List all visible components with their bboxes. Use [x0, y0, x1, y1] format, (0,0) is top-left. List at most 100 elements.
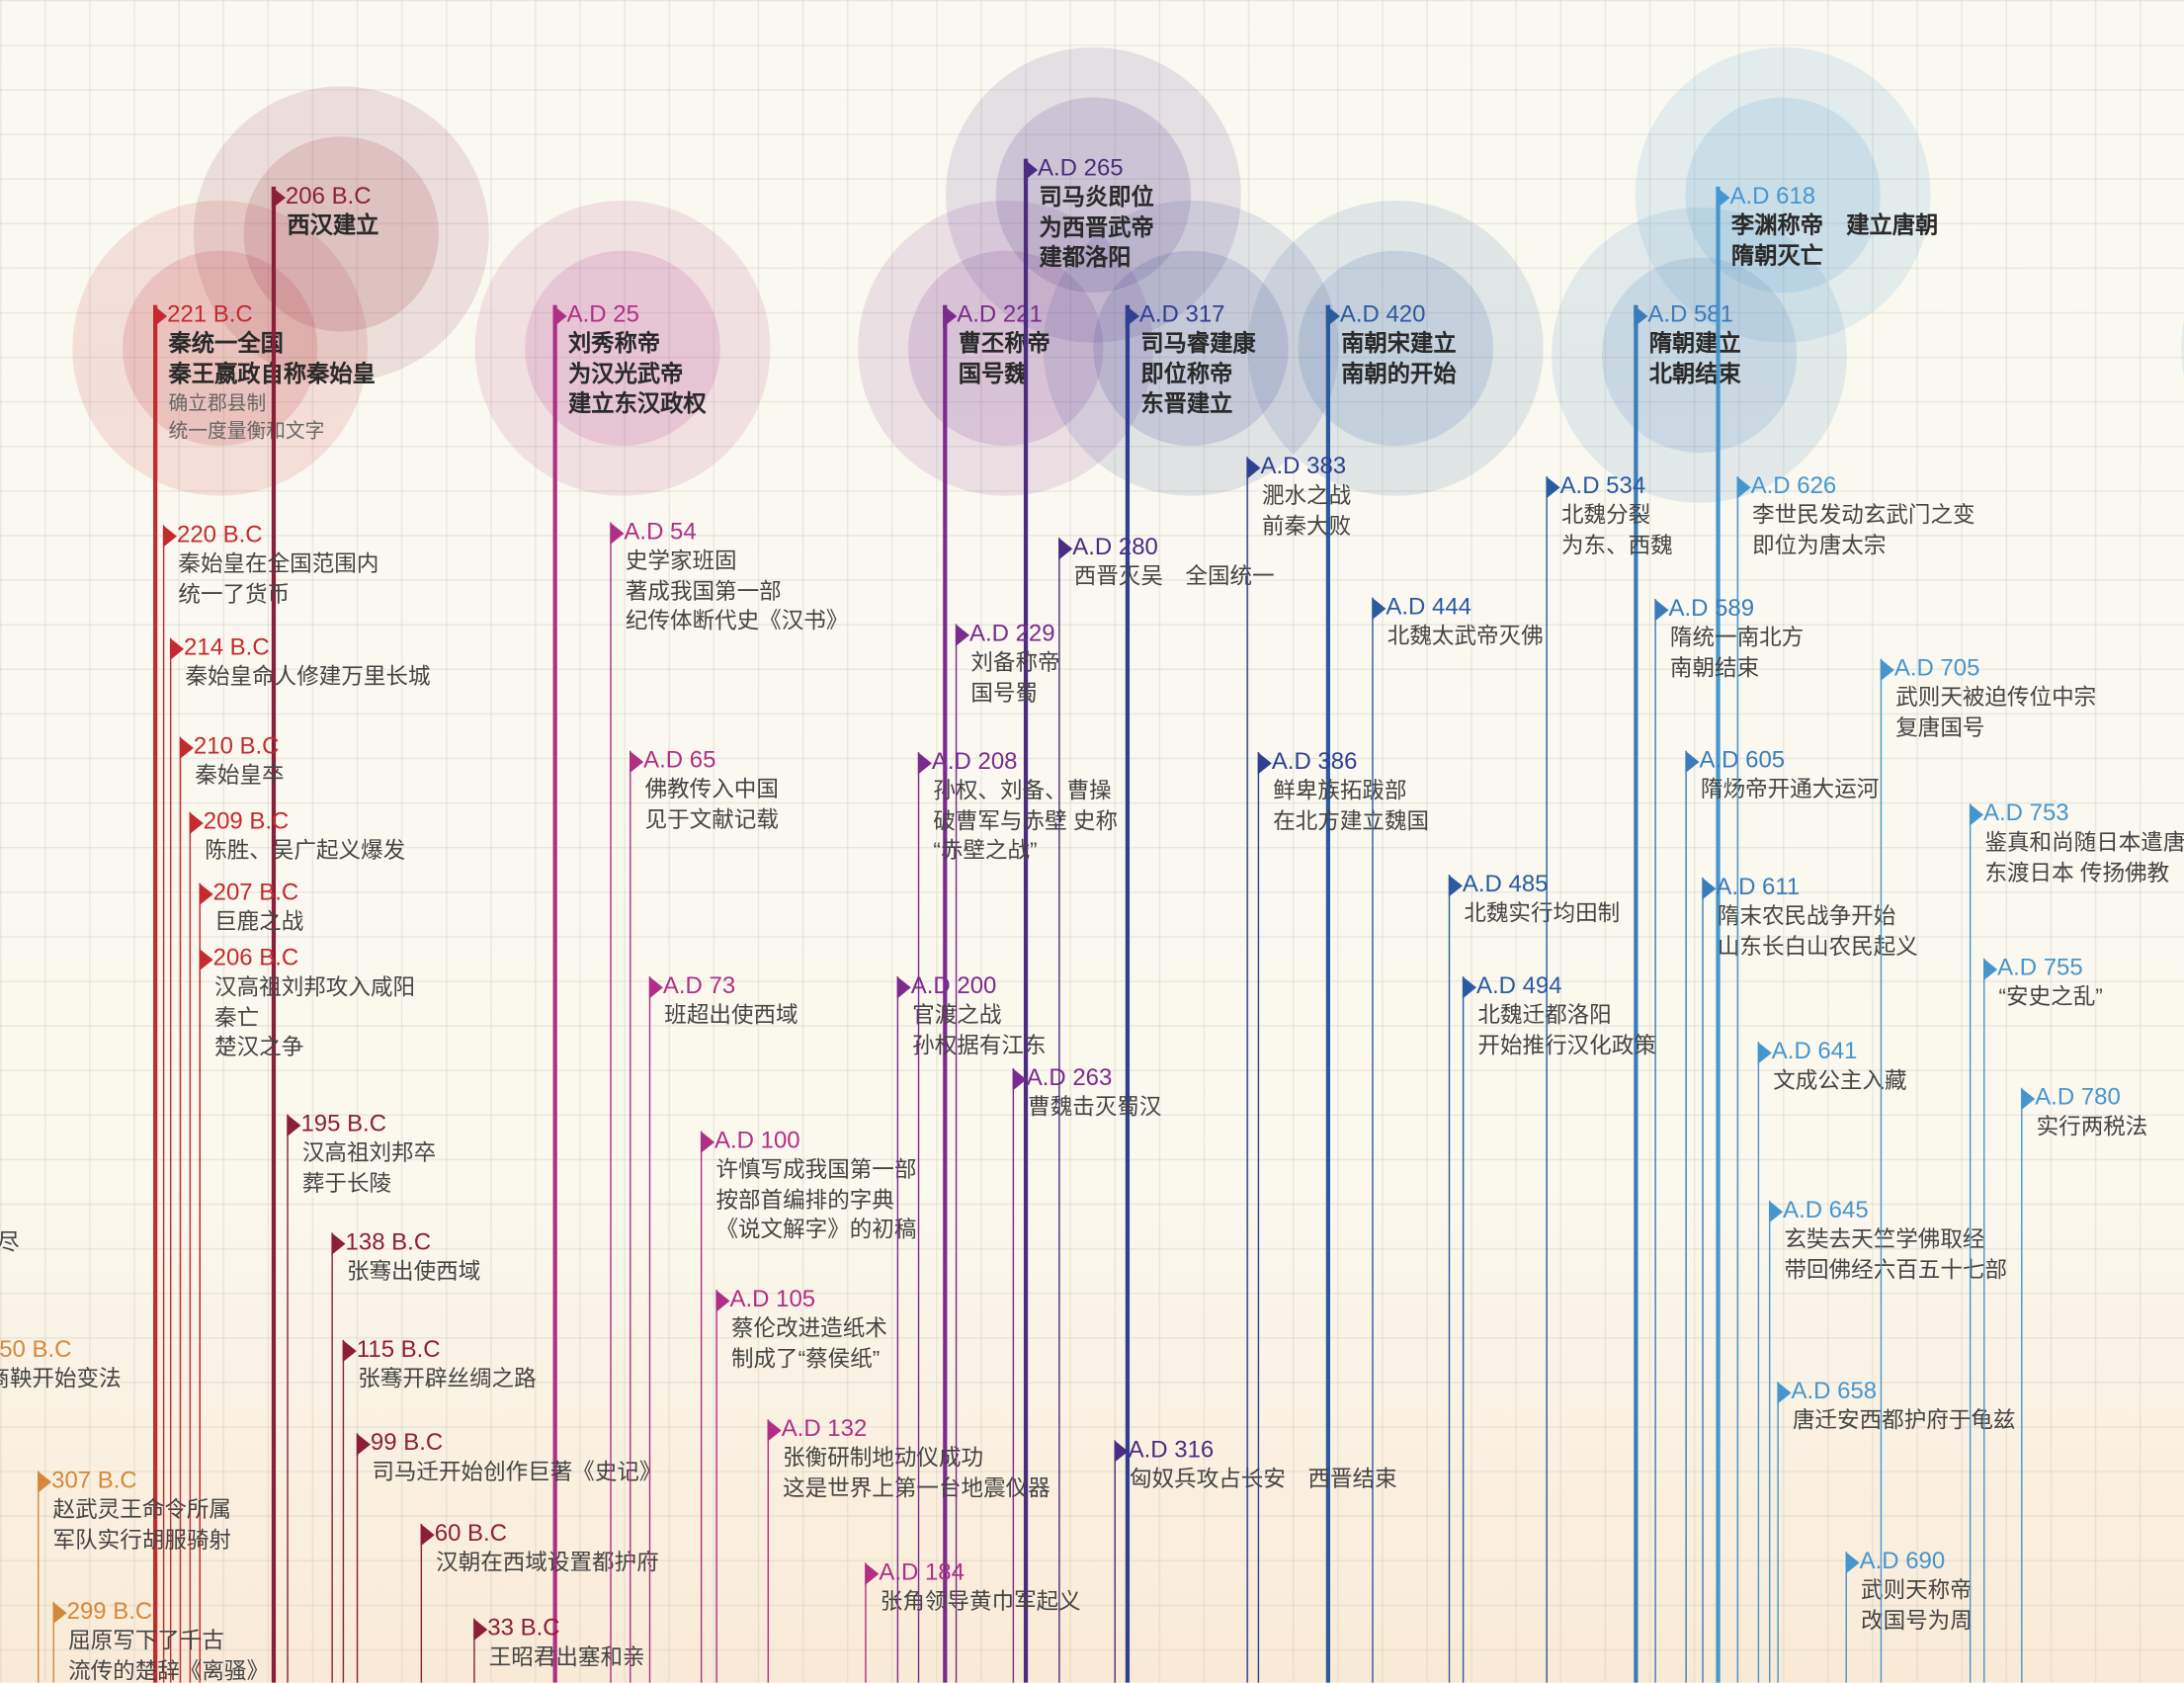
- event-date: A.D 54: [624, 518, 697, 546]
- event-description: 淝水之战 前秦大败: [1262, 482, 1351, 543]
- event-description: 西汉建立: [287, 211, 378, 241]
- event-description: 秦始皇在全国范围内 统一了货币: [178, 550, 378, 611]
- fragment-text: 尽: [0, 1222, 20, 1256]
- event-text-line: 唐迁安西都护府于龟兹: [1792, 1409, 2016, 1434]
- event-line: [700, 1131, 703, 1683]
- event-text-line: 这是世界上第一台地震仪器: [783, 1476, 1050, 1501]
- event-date: 299 B.C: [66, 1597, 153, 1625]
- event-text-line: 国号蜀: [970, 681, 1039, 706]
- event-text-line: 许慎写成我国第一部: [715, 1158, 917, 1183]
- event-date: 60 B.C: [434, 1519, 508, 1547]
- event-text-line: 即位称帝: [1140, 361, 1233, 387]
- era-circle: [946, 46, 1241, 343]
- event-sub-line: 确立郡县制: [168, 391, 267, 414]
- event-marker-icon: [153, 304, 168, 328]
- event-description: 曹丕称帝 国号魏: [959, 330, 1050, 390]
- event-description: 南朝宋建立 南朝的开始: [1341, 330, 1456, 390]
- era-circle: [907, 250, 1104, 447]
- event-text-line: 隋末农民战争开始: [1717, 905, 1896, 930]
- event-line: [1983, 958, 1986, 1683]
- event-date: A.D 25: [566, 300, 639, 328]
- event-date: A.D 184: [879, 1558, 965, 1585]
- event-description: 官渡之战孙权据有江东: [912, 1001, 1046, 1061]
- event-marker-icon: [1125, 304, 1139, 328]
- event-marker-icon: [331, 1232, 346, 1255]
- event-date: A.D 705: [1893, 654, 1980, 682]
- event-description: 李世民发动玄武门之变 即位为唐太宗: [1752, 501, 1975, 561]
- event-line: [356, 1433, 359, 1683]
- event-text-line: 带回佛经六百五十七部: [1784, 1258, 2008, 1283]
- event-date: 138 B.C: [345, 1228, 432, 1255]
- event-text-line: 武则天称帝: [1861, 1579, 1973, 1604]
- event-text-line: 隋朝灭亡: [1730, 242, 1823, 269]
- event-line: [955, 624, 958, 1683]
- event-date: A.D 65: [643, 746, 716, 774]
- event-text-line: 东晋建立: [1140, 391, 1233, 417]
- event-date: 220 B.C: [176, 521, 263, 547]
- event-line: [162, 525, 165, 1683]
- event-description: 张骞出使西域: [347, 1258, 480, 1288]
- event-text-line: 破曹军与赤壁 史称: [933, 809, 1119, 834]
- event-description: 秦始皇卒: [195, 762, 284, 792]
- event-text-line: 改国号为周: [1861, 1609, 1973, 1634]
- event-date: A.D 641: [1771, 1038, 1858, 1064]
- event-text-line: 司马迁开始创作巨著《史记》: [372, 1461, 662, 1485]
- event-description: 隋朝建立 北朝结束: [1649, 330, 1741, 390]
- event-date: A.D 280: [1072, 533, 1158, 560]
- event-description: 孙权、刘备、曹操 破曹军与赤壁 史称 “赤壁之战”: [933, 777, 1118, 867]
- event-date: A.D 618: [1729, 182, 1816, 210]
- event-text-line: 按部首编排的字典: [715, 1188, 894, 1213]
- event-marker-icon: [1736, 476, 1751, 499]
- event-marker-icon: [1685, 750, 1700, 774]
- event-text-line: 秦始皇在全国范围内: [178, 552, 379, 577]
- event-marker-icon: [189, 811, 204, 835]
- event-marker-icon: [1634, 304, 1648, 328]
- event-line: [943, 304, 947, 1683]
- era-circle: [1043, 200, 1339, 496]
- event-text-line: 曹丕称帝: [958, 331, 1050, 357]
- event-text-line: 武则天被迫传位中宗: [1895, 686, 2097, 711]
- event-text-line: 在北方建立魏国: [1273, 809, 1430, 834]
- event-date: A.D 581: [1647, 300, 1733, 328]
- event-description: 汉高祖刘邦攻入咸阳 秦亡 楚汉之争: [214, 973, 415, 1063]
- event-text-line: 张骞开辟丝绸之路: [358, 1368, 537, 1392]
- event-description: 实行两税法: [2037, 1113, 2148, 1142]
- event-text-line: 秦始皇卒: [195, 764, 285, 789]
- event-date: A.D 200: [910, 971, 997, 999]
- event-date: 350 B.C: [0, 1335, 72, 1363]
- event-date: A.D 589: [1668, 594, 1755, 622]
- event-text-line: 司马睿建康: [1140, 331, 1256, 357]
- event-date: A.D 690: [1859, 1547, 1946, 1574]
- event-marker-icon: [552, 304, 567, 328]
- event-description: 李渊称帝 建立唐朝 隋朝灭亡: [1731, 211, 1938, 272]
- event-date: A.D 605: [1699, 746, 1786, 774]
- event-text-line: 实行两税法: [2036, 1115, 2148, 1139]
- event-line: [552, 304, 557, 1683]
- event-description: 史学家班固 著成我国第一部 纪传体断代史《汉书》: [626, 547, 849, 637]
- event-description: 许慎写成我国第一部 按部首编排的字典 《说文解字》的初稿: [715, 1156, 916, 1246]
- event-marker-icon: [162, 525, 177, 547]
- event-marker-icon: [1969, 803, 1984, 826]
- event-date: A.D 534: [1559, 471, 1646, 499]
- event-marker-icon: [700, 1131, 715, 1154]
- event-date: 99 B.C: [370, 1429, 444, 1456]
- event-date: 33 B.C: [487, 1614, 560, 1641]
- event-marker-icon: [1880, 658, 1894, 682]
- event-marker-icon: [199, 948, 213, 971]
- event-marker-icon: [943, 304, 958, 328]
- event-text-line: 隋朝建立: [1648, 331, 1741, 357]
- event-description: 西晋灭吴 全国统一: [1074, 562, 1275, 592]
- event-date: 307 B.C: [51, 1467, 137, 1493]
- event-marker-icon: [1654, 599, 1669, 622]
- event-text-line: “安史之乱”: [1998, 985, 2103, 1010]
- event-line: [287, 1114, 290, 1683]
- event-text-line: 楚汉之争: [214, 1036, 304, 1060]
- event-text-line: 陈胜、吴广起义爆发: [205, 839, 406, 864]
- event-marker-icon: [169, 637, 185, 661]
- event-marker-icon: [287, 1114, 301, 1137]
- event-line: [648, 976, 651, 1683]
- event-line: [331, 1232, 334, 1683]
- event-line: [1777, 1382, 1780, 1683]
- event-text-line: 建都洛阳: [1039, 245, 1132, 271]
- event-description: 隋炀帝开通大运河: [1701, 776, 1879, 805]
